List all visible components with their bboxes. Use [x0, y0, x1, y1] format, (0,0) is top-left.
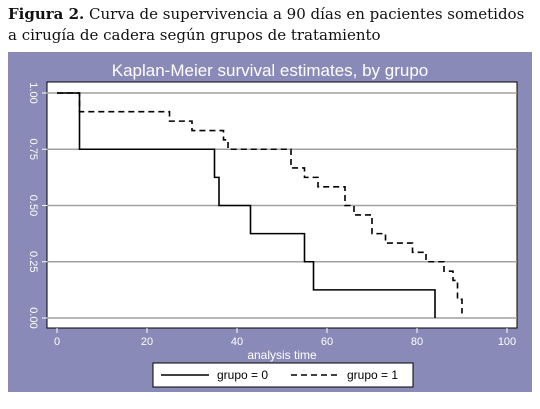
x-tick-label: 80: [411, 336, 423, 348]
y-tick-label: 0.00: [27, 307, 39, 328]
legend-label-1: grupo = 1: [347, 368, 398, 382]
x-axis-label: analysis time: [247, 348, 317, 362]
x-tick-label: 100: [498, 336, 516, 348]
x-tick-label: 40: [231, 336, 243, 348]
series-line-0: [57, 92, 436, 318]
y-tick-label: 0.50: [27, 195, 39, 216]
figure-caption: Figura 2. Curva de supervivencia a 90 dí…: [8, 4, 536, 46]
legend: grupo = 0 grupo = 1: [152, 362, 414, 388]
y-tick-label: 0.75: [27, 139, 39, 160]
legend-label-0: grupo = 0: [217, 368, 268, 382]
series-line-1: [57, 92, 463, 314]
x-tick-label: 60: [321, 336, 333, 348]
x-tick-label: 20: [141, 336, 153, 348]
chart-title: Kaplan-Meier survival estimates, by grup…: [112, 61, 429, 80]
x-tick-label: 0: [54, 336, 60, 348]
figure-caption-text: Curva de supervivencia a 90 días en paci…: [8, 5, 525, 44]
y-tick-label: 0.25: [27, 251, 39, 272]
figure-label: Figura 2.: [8, 5, 85, 23]
y-tick-label: 1.00: [27, 82, 39, 103]
